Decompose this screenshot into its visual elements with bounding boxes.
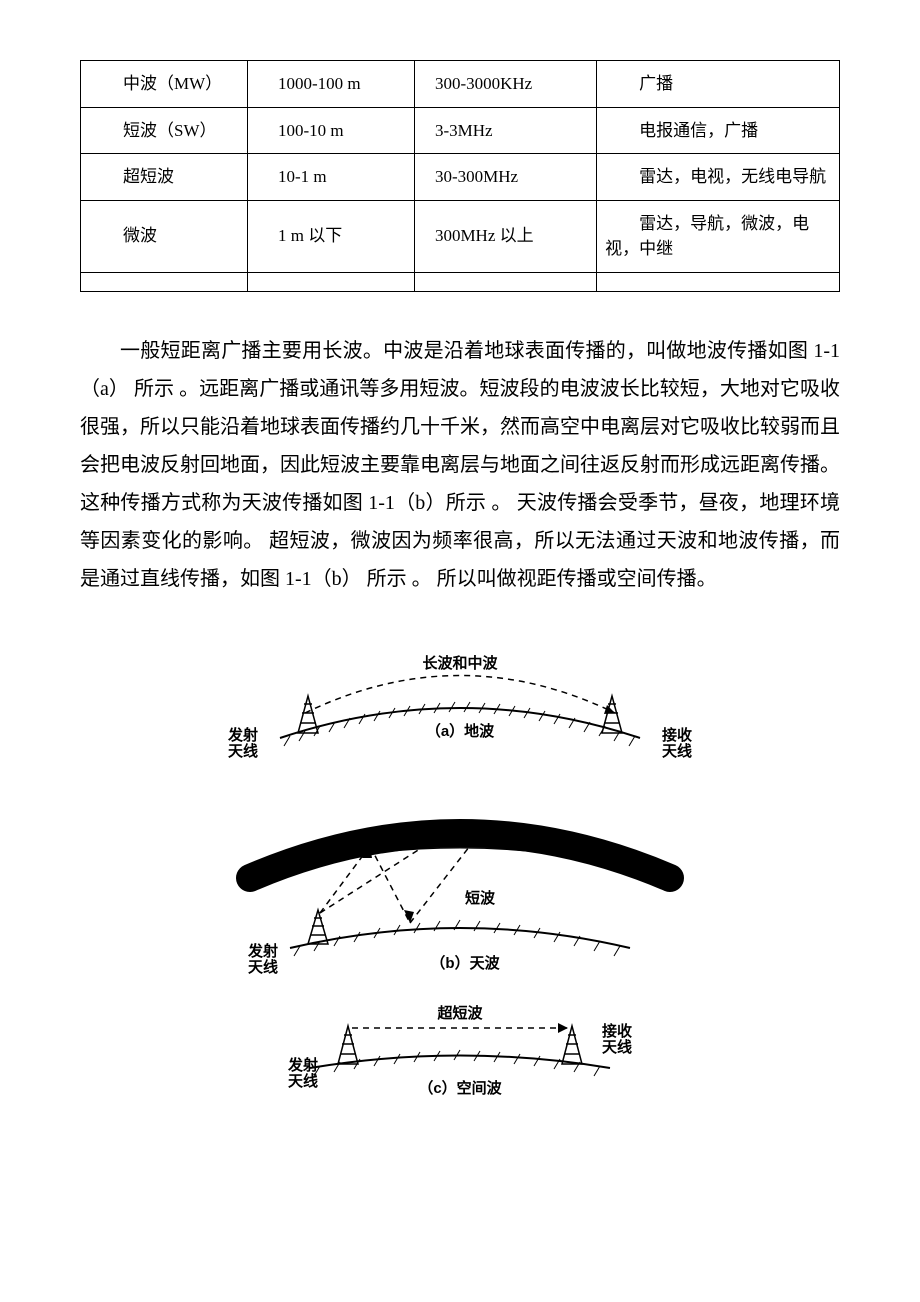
caption-a: （a）地波 bbox=[426, 722, 495, 740]
cell-freq: 300MHz 以上 bbox=[414, 200, 596, 272]
table-row: 超短波 10-1 m 30-300MHz 雷达，电视，无线电导航 bbox=[81, 154, 840, 201]
cell-freq: 30-300MHz bbox=[414, 154, 596, 201]
rx-label-a: 接收天线 bbox=[662, 726, 692, 760]
cell-name: 超短波 bbox=[81, 154, 248, 201]
subfigure-a: 长波和中波 （a）地波 发射天线 接收天线 bbox=[227, 654, 692, 760]
figure-svg: 长波和中波 （a）地波 发射天线 接收天线 bbox=[180, 618, 740, 1098]
cell-use: 雷达，电视，无线电导航 bbox=[597, 154, 840, 201]
caption-c: （c）空间波 bbox=[418, 1079, 502, 1097]
cell-name: 中波（MW） bbox=[81, 61, 248, 108]
cell-freq: 300-3000KHz bbox=[414, 61, 596, 108]
caption-b: （b）天波 bbox=[430, 954, 500, 972]
cell-wavelength: 10-1 m bbox=[247, 154, 414, 201]
cell-wavelength: 100-10 m bbox=[247, 107, 414, 154]
table-row: 短波（SW） 100-10 m 3-3MHz 电报通信，广播 bbox=[81, 107, 840, 154]
subfigure-c: 超短波 （c）空间波 发射天线 接收天线 bbox=[287, 1004, 632, 1097]
tx-label-b: 发射天线 bbox=[247, 942, 278, 976]
rx-label-c: 接收天线 bbox=[602, 1022, 632, 1056]
wave-band-table: 中波（MW） 1000-100 m 300-3000KHz 广播 短波（SW） … bbox=[80, 60, 840, 292]
label-top: 长波和中波 bbox=[422, 654, 498, 672]
cell-wavelength: 1000-100 m bbox=[247, 61, 414, 108]
body-paragraph: 一般短距离广播主要用长波。中波是沿着地球表面传播的，叫做地波传播如图 1-1（a… bbox=[80, 332, 840, 598]
cell-freq: 3-3MHz bbox=[414, 107, 596, 154]
tx-label-a: 发射天线 bbox=[227, 726, 258, 760]
table-row-empty bbox=[81, 272, 840, 291]
label-mid: 短波 bbox=[465, 889, 496, 907]
propagation-figure: 长波和中波 （a）地波 发射天线 接收天线 bbox=[80, 618, 840, 1098]
table-row: 微波 1 m 以下 300MHz 以上 雷达，导航，微波，电视，中继 bbox=[81, 200, 840, 272]
cell-use: 广播 bbox=[597, 61, 840, 108]
cell-name: 微波 bbox=[81, 200, 248, 272]
cell-name: 短波（SW） bbox=[81, 107, 248, 154]
cell-wavelength: 1 m 以下 bbox=[247, 200, 414, 272]
cell-use: 雷达，导航，微波，电视，中继 bbox=[597, 200, 840, 272]
label-bot: 超短波 bbox=[436, 1004, 483, 1022]
table-row: 中波（MW） 1000-100 m 300-3000KHz 广播 bbox=[81, 61, 840, 108]
tx-label-c: 发射天线 bbox=[287, 1056, 318, 1090]
cell-use: 电报通信，广播 bbox=[597, 107, 840, 154]
subfigure-b: 短波 （b）天波 发射天线 bbox=[247, 833, 670, 976]
